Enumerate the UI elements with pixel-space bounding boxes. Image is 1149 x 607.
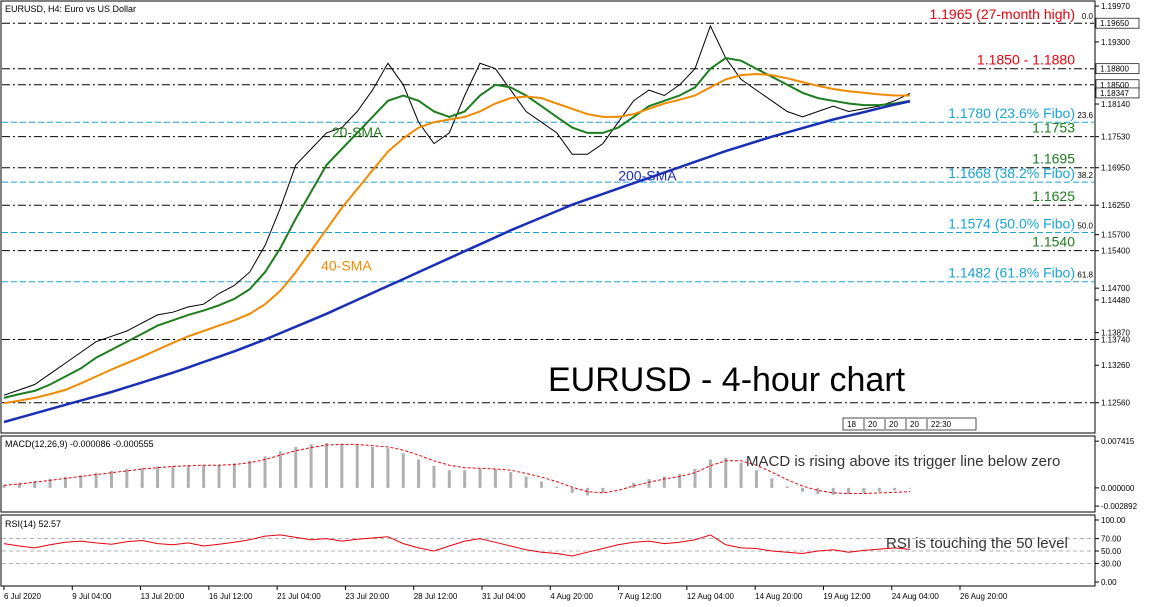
price-tick-label: 1.14480 [1101,296,1130,305]
price-tag: 1.18800 [1100,65,1129,74]
rsi-panel: 100.00 70.00 50.00 30.00 0.00 [2,516,1126,587]
time-tick-label: 9 Jul 04:00 [72,592,112,601]
time-tick-label: 24 Aug 04:00 [892,592,940,601]
window-title: EURUSD, H4: Euro vs US Dollar [5,4,136,14]
price-tag-box [1095,17,1140,29]
sma-label: 200-SMA [618,168,677,184]
rsi-tick-label: 0.00 [1101,578,1117,587]
price-tick-label: 1.17530 [1101,133,1130,142]
time-tick-label: 7 Aug 12:00 [619,592,662,601]
time-tick-label: 26 Aug 20:00 [960,592,1008,601]
series-line-200-sma [3,100,911,424]
level-label: 1.1695 [1032,151,1075,167]
price-tick-label: 1.15400 [1101,247,1130,256]
price-panel-frame [0,0,1096,434]
fibo-ratio-label: 38.2 [1077,171,1093,180]
price-series: 20-SMA 40-SMA 200-SMA [3,24,911,424]
macd-panel-frame [0,435,1096,513]
separator-label: 18 [847,420,856,429]
price-tag: 1.18347 [1100,89,1129,98]
time-tick-label: 28 Jul 12:00 [414,592,458,601]
rsi-header: RSI(14) 52.57 [5,519,61,529]
separator-label: 20 [868,420,877,429]
price-tick-label: 1.13260 [1101,361,1130,370]
separator-label: 20 [889,420,898,429]
fibo-ratio-label: 0.0 [1082,12,1094,21]
price-tag: 1.18500 [1100,81,1129,90]
rsi-tick-label: 50.00 [1101,547,1122,556]
price-tick-label: 1.16250 [1101,201,1130,210]
price-tick-label: 1.13870 [1101,329,1130,338]
level-label: 1.1625 [1032,188,1075,204]
level-label: 1.1780 (23.6% Fibo) [948,105,1075,121]
time-tick-label: 19 Aug 12:00 [823,592,871,601]
price-tick-label: 1.16950 [1101,164,1130,173]
rsi-line [3,534,911,557]
sma-label: 20-SMA [332,124,383,140]
chart-title: EURUSD - 4-hour chart [548,361,906,399]
level-label: 1.1574 (50.0% Fibo) [948,215,1075,231]
price-tick-label: 1.18140 [1101,100,1130,109]
price-tick-label: 1.14700 [1101,284,1130,293]
fibo-ratio-label: 61.8 [1077,271,1093,280]
time-tick-label: 14 Aug 20:00 [755,592,803,601]
macd-tick-label: 0.000000 [1101,484,1135,493]
macd-signal-line [3,443,911,494]
macd-header: MACD(12,26,9) -0.000086 -0.000555 [5,439,154,449]
time-tick-label: 23 Jul 20:00 [345,592,389,601]
level-label: 1.1668 (38.2% Fibo) [948,165,1075,181]
time-tick-label: 31 Jul 04:00 [482,592,526,601]
rsi-tick-label: 100.00 [1101,516,1126,525]
price-tick-label: 1.13740 [1101,336,1130,345]
time-axis: 6 Jul 2020 9 Jul 04:00 13 Jul 20:00 16 Jul … [3,586,1008,601]
macd-tick-label: -0.002892 [1101,502,1138,511]
time-tick-label: 21 Jul 04:00 [277,592,321,601]
time-tick-label: 6 Jul 2020 [4,592,41,601]
rsi-tick-label: 30.00 [1101,559,1122,568]
price-tick-label: 1.12560 [1101,399,1130,408]
separator-label: 22:30 [931,420,952,429]
macd-tick-label: 0.007415 [1101,437,1135,446]
price-tag-box [1095,63,1140,75]
period-separator-box: 18 20 20 20 22:30 [842,417,977,431]
price-axis: 1.19970 1.19300 1.18140 1.17530 1.16950 1.162… [1095,2,1140,408]
time-tick-label: 16 Jul 12:00 [209,592,253,601]
price-tag-box [1095,87,1140,99]
level-lines: 1.1965 (27-month high) 0.0 1.1850 - 1.1880… [2,6,1094,404]
fibo-ratio-label: 23.6 [1077,111,1093,120]
price-tick-label: 1.19300 [1101,38,1130,47]
rsi-tick-label: 70.00 [1101,535,1122,544]
level-label: 1.1482 (61.8% Fibo) [948,265,1075,281]
rsi-annotation: RSI is touching the 50 level [886,535,1068,552]
price-tag: 1.19650 [1100,19,1129,28]
level-label: 1.1965 (27-month high) [929,6,1075,22]
series-line-40-sma [3,72,910,405]
separator-label: 20 [910,420,919,429]
time-tick-label: 13 Jul 20:00 [141,592,185,601]
sma-label: 40-SMA [321,258,372,274]
time-tick-label: 12 Aug 04:00 [687,592,735,601]
price-tick-label: 1.15700 [1101,231,1130,240]
macd-panel: 0.007415 0.000000 -0.002892 [2,437,1138,511]
separator-box [842,417,977,431]
level-label: 1.1753 [1032,120,1075,136]
fibo-ratio-label: 50.0 [1077,221,1093,230]
price-tick-label: 1.19970 [1101,2,1130,11]
macd-annotation: MACD is rising above its trigger line be… [746,453,1060,470]
level-label: 1.1850 - 1.1880 [977,52,1075,68]
time-tick-label: 4 Aug 20:00 [550,592,593,601]
series-line-20-sma [3,56,911,399]
level-label: 1.1540 [1032,234,1075,250]
